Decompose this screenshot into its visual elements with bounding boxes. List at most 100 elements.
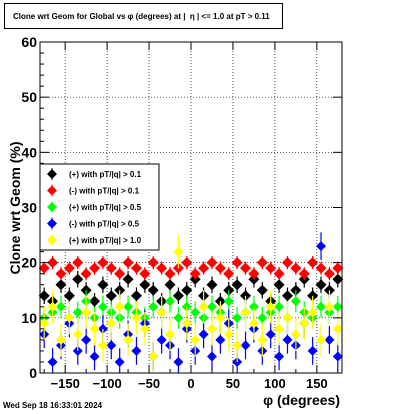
data-point [106,318,117,329]
data-point [248,268,260,280]
data-point [281,257,293,269]
data-point [316,334,327,345]
data-point [97,301,108,312]
data-point [315,279,327,291]
data-point [282,334,293,345]
data-point [105,290,117,302]
data-point [332,262,344,274]
data-point [248,318,259,329]
data-point [265,329,276,340]
data-point [97,340,108,351]
data-point [274,323,285,334]
data-point [147,284,159,296]
data-point [316,301,327,312]
data-point [189,268,201,280]
data-point [130,290,142,302]
x-tick-label: −100 [92,376,121,391]
data-point [55,334,66,345]
y-tick-label: 60 [21,34,37,50]
data-point [214,262,226,274]
data-point [181,284,193,296]
data-point [282,312,293,323]
data-point [290,329,301,340]
data-point [206,351,217,362]
title-box: Clone wrt Geom for Global vs φ (degrees)… [4,3,283,29]
data-point [147,257,159,269]
data-point [307,345,318,356]
axis-ticks: −150 −100 −50 0 50 100 150 0 10 20 30 40 50 60 [21,34,342,391]
data-point [231,279,243,291]
legend-label: (+) with pT/|q| > 0.5 [69,203,142,212]
data-point [122,273,134,285]
series-2 [38,256,344,281]
data-point [190,334,201,345]
data-point [156,307,167,318]
data-point [148,301,159,312]
data-point [72,329,83,340]
data-point [131,345,142,356]
data-point [80,268,92,280]
data-point [332,301,343,312]
data-point [315,262,327,274]
data-point [47,301,58,312]
data-point [198,329,209,340]
data-point [139,279,151,291]
data-point [206,279,218,291]
data-point [164,279,176,291]
timestamp: Wed Sep 18 16:33:01 2024 [3,401,103,410]
data-point [223,296,234,307]
data-point [198,301,209,312]
data-point [164,268,176,280]
legend-label: (-) with pT/|q| > 0.5 [69,220,140,229]
data-point [165,329,176,340]
data-point [72,307,83,318]
legend-label: (+) with pT/|q| > 0.1 [69,170,142,179]
data-point [299,318,310,329]
data-point [223,268,235,280]
data-point [139,268,151,280]
data-point [89,351,100,362]
y-tick-label: 40 [21,144,37,160]
data-point [47,356,58,367]
data-point [123,334,134,345]
data-point [173,356,184,367]
data-point [273,279,285,291]
data-point [63,262,75,274]
data-point [223,329,234,340]
data-point [47,257,59,269]
data-point [290,262,302,274]
y-tick-label: 10 [21,310,37,326]
data-point [89,295,101,307]
data-point [114,301,125,312]
data-point [114,356,125,367]
y-tick-label: 20 [21,255,37,271]
data-point [173,246,184,257]
data-point [55,279,67,291]
x-tick-label: 100 [264,376,286,391]
data-point [298,268,310,280]
data-point [256,284,268,296]
y-tick-label: 0 [29,365,37,381]
data-point [232,340,243,351]
data-point [240,262,252,274]
data-point [81,307,92,318]
data-point [307,257,319,269]
data-point [106,340,117,351]
data-point [130,262,142,274]
data-point [38,290,50,302]
data-point [181,257,193,269]
data-point [38,262,50,274]
legend-box [39,163,160,251]
data-point [232,312,243,323]
y-tick-label: 50 [21,89,37,105]
data-point [156,334,167,345]
data-point [148,351,159,362]
data-point [265,262,277,274]
x-axis-label: φ (degrees) [263,392,340,408]
data-point [231,257,243,269]
data-point [324,334,335,345]
y-axis-label: Clone wrt Geom (%) [7,141,23,274]
data-point [274,301,285,312]
data-point [316,241,327,252]
